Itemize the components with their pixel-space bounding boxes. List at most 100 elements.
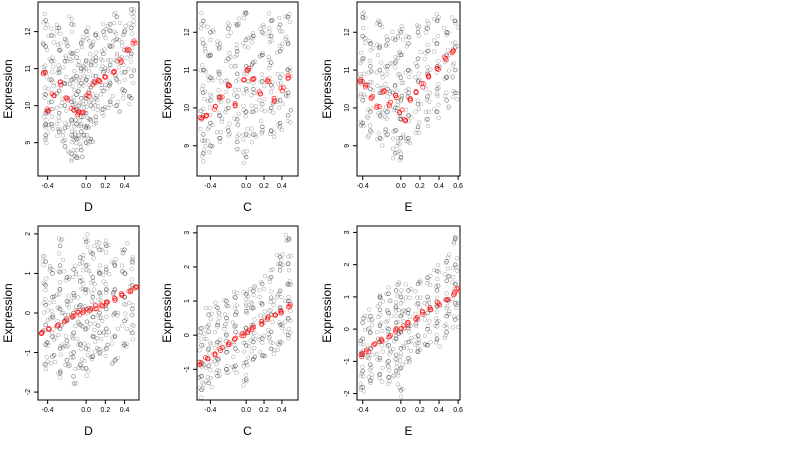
observed-point: [235, 147, 240, 152]
observed-point: [130, 322, 135, 328]
observed-point: [391, 129, 396, 134]
observed-point: [83, 100, 89, 105]
observed-point: [205, 375, 211, 380]
observed-point: [268, 346, 274, 352]
observed-point: [376, 372, 382, 378]
observed-point: [248, 286, 253, 292]
observed-point: [77, 341, 83, 346]
observed-point: [129, 7, 134, 12]
observed-point: [395, 105, 400, 110]
observed-point: [390, 36, 396, 41]
observed-point: [53, 335, 58, 340]
observed-point: [380, 110, 385, 115]
fitted-point: [111, 295, 117, 301]
observed-point: [73, 135, 78, 141]
y-tick-label: 0: [184, 333, 191, 337]
observed-point: [260, 30, 265, 35]
observed-point: [104, 326, 109, 332]
observed-point: [450, 325, 456, 330]
observed-point: [223, 331, 229, 336]
observed-point: [445, 47, 450, 53]
x-tick-label: 0.0: [241, 407, 251, 414]
observed-point: [398, 135, 404, 141]
fitted-point: [279, 88, 285, 94]
observed-point: [55, 305, 60, 310]
observed-point: [396, 99, 401, 104]
observed-point: [110, 360, 115, 365]
observed-point: [43, 122, 48, 128]
observed-point: [198, 126, 203, 132]
observed-point: [91, 100, 96, 105]
observed-point: [436, 269, 442, 275]
observed-point: [252, 345, 257, 351]
observed-point: [45, 343, 51, 348]
observed-point: [287, 282, 292, 287]
y-tick-label: 11: [25, 65, 32, 72]
observed-point: [124, 316, 129, 322]
observed-point: [201, 336, 207, 342]
fitted-point: [132, 40, 138, 46]
x-axis-label: D: [84, 424, 93, 438]
observed-point: [417, 305, 422, 310]
observed-point: [217, 113, 222, 118]
observed-point: [272, 134, 277, 140]
observed-point: [253, 104, 258, 109]
observed-point: [361, 124, 366, 129]
fitted-point: [225, 81, 231, 87]
observed-point: [252, 330, 257, 336]
observed-point: [406, 86, 411, 92]
observed-point: [413, 289, 418, 294]
observed-point: [77, 118, 83, 123]
observed-point: [73, 117, 78, 123]
observed-point: [57, 270, 63, 275]
observed-point: [67, 363, 72, 368]
observed-point: [455, 315, 460, 320]
observed-point: [249, 301, 254, 306]
observed-point: [362, 94, 368, 100]
observed-point: [121, 96, 126, 101]
observed-point: [208, 120, 213, 126]
observed-point: [106, 43, 112, 48]
observed-point: [115, 326, 120, 331]
observed-point: [397, 28, 402, 33]
observed-point: [201, 148, 207, 153]
observed-point: [268, 33, 274, 39]
observed-point: [122, 271, 127, 276]
observed-point: [111, 12, 117, 17]
observed-point: [43, 296, 48, 302]
observed-point: [92, 32, 98, 37]
observed-point: [77, 274, 82, 280]
observed-point: [88, 249, 93, 254]
observed-point: [73, 263, 78, 268]
observed-point: [102, 47, 107, 52]
observed-point: [368, 128, 373, 133]
observed-point: [85, 352, 91, 358]
observed-point: [405, 310, 410, 315]
observed-point: [267, 108, 272, 113]
observed-point: [57, 305, 62, 310]
observed-point: [86, 343, 91, 348]
fitted-point: [363, 347, 369, 353]
observed-point: [424, 302, 430, 307]
observed-point: [93, 73, 98, 79]
observed-point: [43, 85, 48, 90]
observed-point: [202, 46, 208, 52]
observed-point: [383, 127, 388, 132]
observed-point: [444, 291, 449, 296]
fitted-point: [212, 106, 218, 112]
fitted-point: [258, 318, 264, 324]
observed-point: [425, 310, 430, 316]
observed-point: [233, 21, 238, 27]
observed-point: [280, 72, 285, 77]
observed-point: [277, 322, 283, 328]
observed-point: [377, 372, 383, 377]
observed-point: [426, 48, 431, 53]
observed-point: [208, 143, 213, 148]
observed-point: [383, 64, 388, 69]
observed-point: [73, 117, 78, 122]
observed-point: [201, 342, 206, 347]
observed-point: [215, 373, 220, 379]
observed-point: [41, 42, 46, 47]
fitted-point: [398, 326, 404, 332]
